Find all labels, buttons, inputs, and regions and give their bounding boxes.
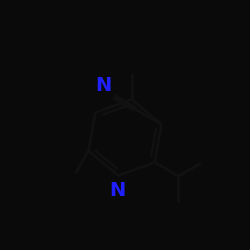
Text: N: N — [109, 181, 125, 200]
Text: N: N — [95, 76, 111, 96]
